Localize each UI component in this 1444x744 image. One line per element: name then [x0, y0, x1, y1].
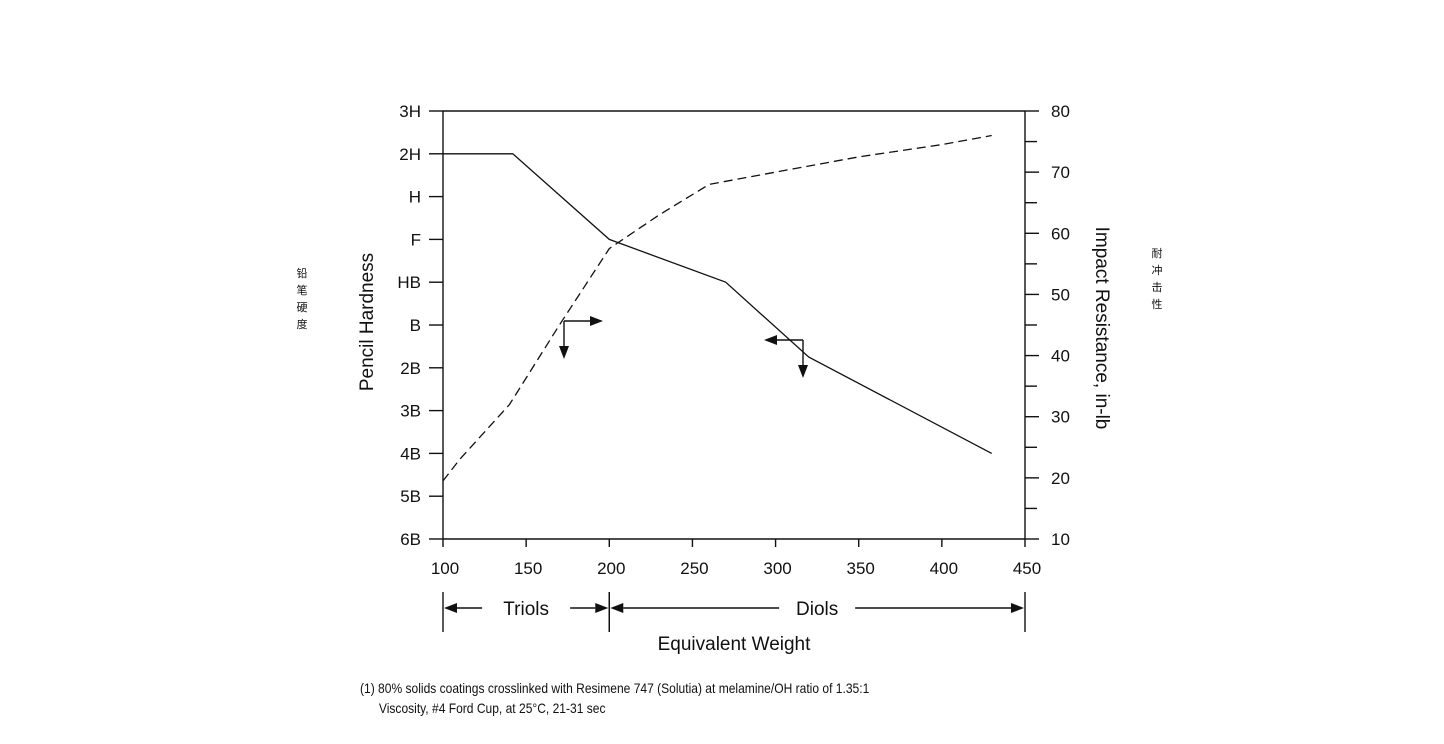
x-tick-label: 150 — [514, 559, 542, 578]
impact-indicator-arrowhead — [590, 316, 603, 326]
range-arrowhead-right — [1011, 603, 1024, 613]
footnote-line-2: Viscosity, #4 Ford Cup, at 25°C, 21-31 s… — [378, 700, 606, 716]
x-tick-label: 450 — [1013, 559, 1041, 578]
hardness-indicator-down-arrowhead — [798, 365, 808, 378]
hardness-indicator-arrowhead — [764, 335, 777, 345]
impact-resistance-line — [442, 134, 992, 482]
left-tick-label: HB — [397, 273, 421, 292]
left-tick-label: F — [411, 230, 421, 249]
range-label-triols: Triols — [503, 599, 549, 620]
pencil-hardness-line — [443, 153, 993, 454]
left-tick-label: 4B — [400, 444, 421, 463]
x-tick-label: 250 — [680, 559, 708, 578]
range-arrowhead-right — [595, 603, 609, 613]
right-side-label: 耐冲击性 — [1151, 247, 1163, 311]
range-arrowhead-left — [444, 603, 457, 613]
left-tick-label: 5B — [400, 487, 421, 506]
left-tick-label: H — [409, 188, 421, 207]
annotation-layer: Triols Diols — [442, 316, 1026, 632]
axes-layer — [442, 110, 1026, 540]
right-axis-title: Impact Resistance, in-lb — [1091, 227, 1112, 430]
ticks-layer: 3H 2H H F HB B 2B 3B 4B 5B 6B 80 70 60 50 40 30 20 10 100 15… — [397, 102, 1070, 578]
left-tick-label: 2B — [400, 359, 421, 378]
footnote-line-1: (1) 80% solids coatings crosslinked with… — [360, 680, 870, 696]
right-tick-label: 30 — [1051, 408, 1070, 427]
x-tick-label: 200 — [597, 559, 625, 578]
left-tick-label: 2H — [399, 145, 421, 164]
right-tick-label: 50 — [1051, 285, 1070, 304]
x-axis-title: Equivalent Weight — [658, 634, 812, 655]
x-tick-label: 400 — [930, 559, 958, 578]
impact-indicator-down-arrowhead — [559, 346, 569, 359]
range-arrowhead-left — [610, 603, 624, 613]
footnote: (1) 80% solids coatings crosslinked with… — [360, 678, 869, 718]
left-tick-label: 3H — [399, 102, 421, 121]
left-tick-label: 3B — [400, 402, 421, 421]
left-side-label: 铅笔硬度 — [296, 267, 308, 331]
series-layer — [442, 134, 993, 482]
x-tick-label: 100 — [431, 559, 459, 578]
left-tick-label: B — [410, 316, 421, 335]
x-tick-label: 350 — [847, 559, 875, 578]
right-tick-label: 10 — [1051, 530, 1070, 549]
right-tick-label: 60 — [1051, 224, 1070, 243]
right-tick-label: 80 — [1051, 102, 1070, 121]
right-tick-label: 70 — [1051, 163, 1070, 182]
range-label-diols: Diols — [796, 599, 838, 620]
x-tick-label: 300 — [763, 559, 791, 578]
left-axis-title: Pencil Hardness — [357, 253, 378, 391]
right-tick-label: 40 — [1051, 347, 1070, 366]
left-tick-label: 6B — [400, 530, 421, 549]
right-tick-label: 20 — [1051, 469, 1070, 488]
